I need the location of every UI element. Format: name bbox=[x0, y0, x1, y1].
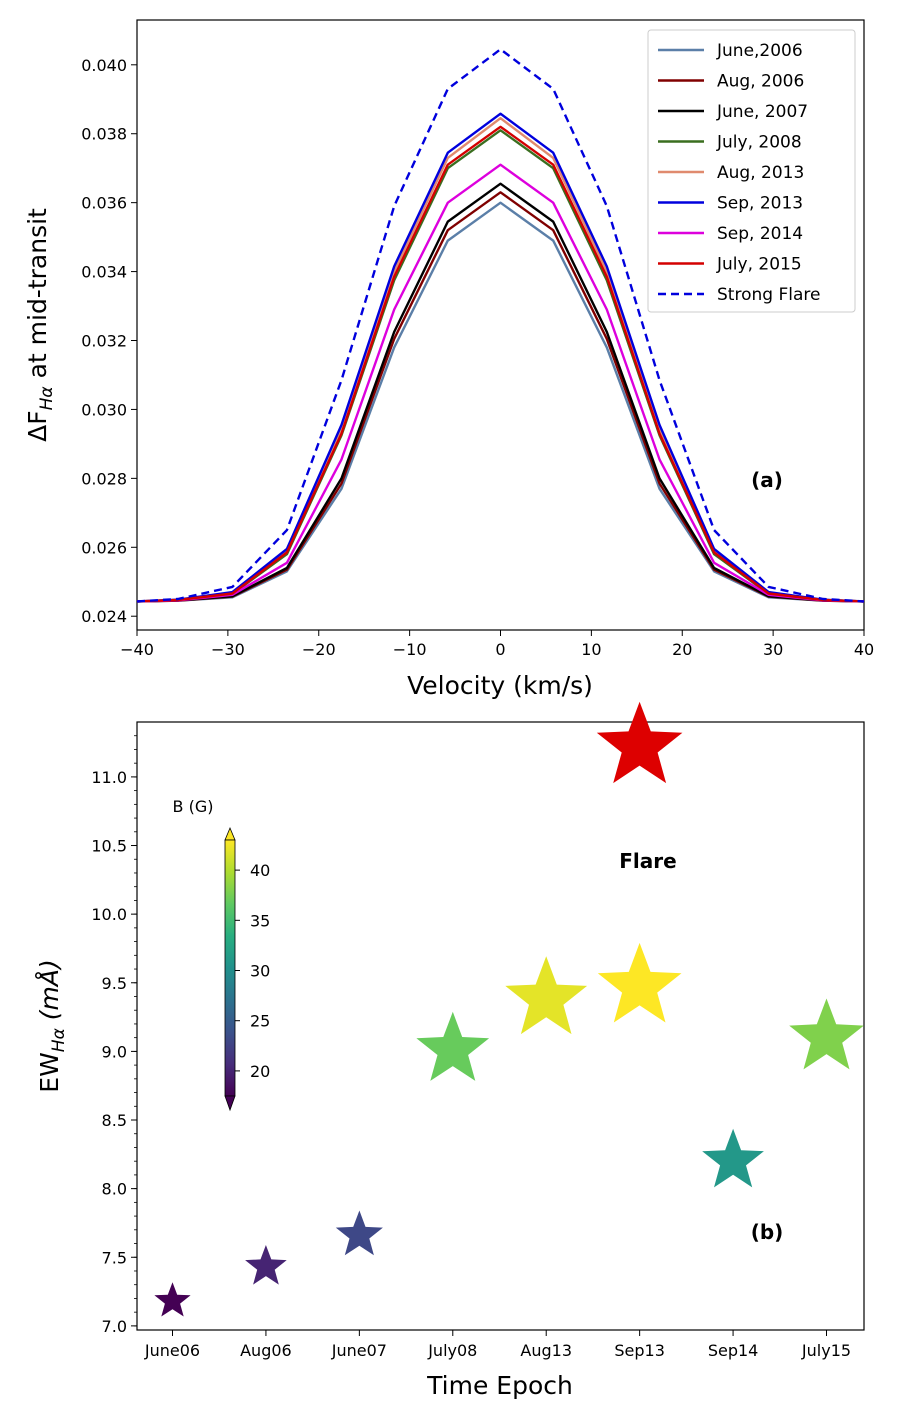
y-tick-label: 8.0 bbox=[102, 1180, 127, 1199]
x-tick-label: −40 bbox=[120, 640, 154, 659]
legend-entry-6: Sep, 2014 bbox=[717, 224, 803, 244]
panel-a-y-axis-label: ΔFHα at mid-transit bbox=[23, 208, 57, 442]
panel-a-x-ticks: −40 −30 −20 −10 0 10 20 30 40 bbox=[120, 630, 874, 659]
legend-entry-4: Aug, 2013 bbox=[717, 163, 804, 183]
flare-annotation: Flare bbox=[619, 849, 676, 873]
panel-a-y-label-subscript: Hα bbox=[37, 386, 57, 410]
star-marker-July08 bbox=[416, 1011, 490, 1081]
panel-a: −40 −30 −20 −10 0 10 20 30 40 0.0240.0260.0280.0… bbox=[23, 19, 874, 700]
y-tick-label: 10.0 bbox=[91, 905, 127, 924]
y-tick-label: 0.038 bbox=[81, 125, 127, 144]
series-line-2 bbox=[136, 182, 865, 603]
star-marker-July15 bbox=[789, 998, 864, 1070]
legend-entry-1: Aug, 2006 bbox=[717, 72, 804, 92]
star-marker-Sep13 bbox=[597, 942, 682, 1023]
y-tick-label: 0.026 bbox=[81, 538, 127, 557]
colorbar-ticks: 20 25 30 35 40 bbox=[235, 861, 270, 1081]
panel-a-y-label-prefix: ΔF bbox=[23, 410, 52, 441]
y-tick-label: 0.040 bbox=[81, 56, 127, 75]
y-tick-label: 8.5 bbox=[102, 1111, 127, 1130]
colorbar-title: B (G) bbox=[173, 797, 214, 816]
x-tick-label: July15 bbox=[801, 1341, 851, 1360]
panel-a-y-label-suffix: at mid-transit bbox=[23, 208, 52, 386]
star-marker-Aug13 bbox=[505, 956, 588, 1035]
y-tick-label: 0.034 bbox=[81, 263, 127, 282]
star-marker-Sep14 bbox=[702, 1128, 764, 1188]
y-tick-label: 0.028 bbox=[81, 469, 127, 488]
panel-b-frame bbox=[136, 721, 865, 1331]
x-tick-label: 30 bbox=[763, 640, 783, 659]
x-tick-label: June07 bbox=[331, 1341, 387, 1360]
x-tick-label: June06 bbox=[144, 1341, 200, 1360]
series-line-7 bbox=[136, 125, 865, 603]
x-tick-label: −20 bbox=[302, 640, 336, 659]
legend-entry-3: July, 2008 bbox=[716, 133, 802, 153]
legend-entry-0: June,2006 bbox=[716, 41, 803, 61]
legend-entry-8: Strong Flare bbox=[717, 285, 820, 305]
panel-b-star-markers bbox=[154, 701, 864, 1317]
panel-b-y-label-subscript: Hα bbox=[49, 1028, 69, 1052]
panel-a-label: (a) bbox=[751, 468, 783, 492]
panel-b-y-label-suffix: (mÅ) bbox=[35, 959, 64, 1028]
y-tick-label: 9.5 bbox=[102, 974, 127, 993]
x-tick-label: 20 bbox=[672, 640, 692, 659]
panel-b-x-axis-label: Time Epoch bbox=[426, 1371, 573, 1400]
y-tick-label: 0.030 bbox=[81, 400, 127, 419]
panel-b: 7.0 7.5 8.0 8.5 9.0 9.5 10.0 10.5 11.0 June06 Aug… bbox=[35, 701, 865, 1400]
panel-a-series-lines bbox=[136, 48, 865, 603]
legend-entry-7: July, 2015 bbox=[716, 255, 802, 275]
star-marker-flare bbox=[596, 701, 683, 784]
legend-entry-5: Sep, 2013 bbox=[717, 194, 803, 214]
panel-b-label: (b) bbox=[751, 1220, 784, 1244]
y-tick-label: 11.0 bbox=[91, 768, 127, 787]
panel-b-y-axis-label: EWHα (mÅ) bbox=[35, 959, 69, 1092]
x-tick-label: 40 bbox=[854, 640, 874, 659]
panel-b-x-ticks: June06 Aug06 June07 July08 Aug13 Sep13 Sep14 Ju… bbox=[144, 1330, 851, 1360]
series-line-5 bbox=[136, 112, 865, 603]
star-marker-June07 bbox=[335, 1210, 383, 1256]
y-tick-label: 9.0 bbox=[102, 1042, 127, 1061]
y-tick-label: 0.036 bbox=[81, 194, 127, 213]
x-tick-label: Sep14 bbox=[708, 1341, 759, 1360]
colorbar-extend-bottom bbox=[224, 1095, 236, 1112]
y-tick-label: 7.5 bbox=[102, 1248, 127, 1267]
y-tick-label: 10.5 bbox=[91, 837, 127, 856]
x-tick-label: Sep13 bbox=[614, 1341, 665, 1360]
colorbar-extend-top bbox=[224, 826, 236, 841]
x-tick-label: Aug13 bbox=[520, 1341, 572, 1360]
panel-b-y-label-prefix: EW bbox=[35, 1052, 64, 1093]
x-tick-label: 10 bbox=[581, 640, 601, 659]
star-marker-June06 bbox=[154, 1282, 191, 1317]
colorbar-tick-label: 30 bbox=[250, 962, 270, 981]
colorbar-gradient bbox=[224, 839, 236, 1097]
panel-b-y-ticks: 7.0 7.5 8.0 8.5 9.0 9.5 10.0 10.5 11.0 bbox=[91, 735, 137, 1336]
star-marker-Aug06 bbox=[245, 1245, 287, 1285]
panel-a-x-axis-label: Velocity (km/s) bbox=[407, 671, 593, 700]
x-tick-label: Aug06 bbox=[240, 1341, 292, 1360]
x-tick-label: July08 bbox=[427, 1341, 477, 1360]
y-tick-label: 7.0 bbox=[102, 1317, 127, 1336]
legend-entry-2: June, 2007 bbox=[716, 102, 808, 122]
colorbar: B (G) 20 25 30 35 40 bbox=[173, 797, 270, 1112]
series-line-6 bbox=[136, 163, 865, 603]
colorbar-tick-label: 35 bbox=[250, 911, 270, 930]
legend-box bbox=[647, 29, 856, 313]
x-tick-label: −30 bbox=[211, 640, 245, 659]
panel-a-y-ticks: 0.024 0.026 0.028 0.030 0.032 0.034 0.036 0.038… bbox=[81, 56, 137, 626]
series-line-8 bbox=[136, 48, 865, 603]
y-tick-label: 0.024 bbox=[81, 607, 127, 626]
colorbar-tick-label: 20 bbox=[250, 1062, 270, 1081]
legend: June,2006 Aug, 2006 June, 2007 July, 2008 Au… bbox=[647, 29, 856, 313]
y-tick-label: 0.032 bbox=[81, 332, 127, 351]
x-tick-label: −10 bbox=[393, 640, 427, 659]
colorbar-tick-label: 40 bbox=[250, 861, 270, 880]
x-tick-label: 0 bbox=[495, 640, 505, 659]
colorbar-tick-label: 25 bbox=[250, 1012, 270, 1031]
